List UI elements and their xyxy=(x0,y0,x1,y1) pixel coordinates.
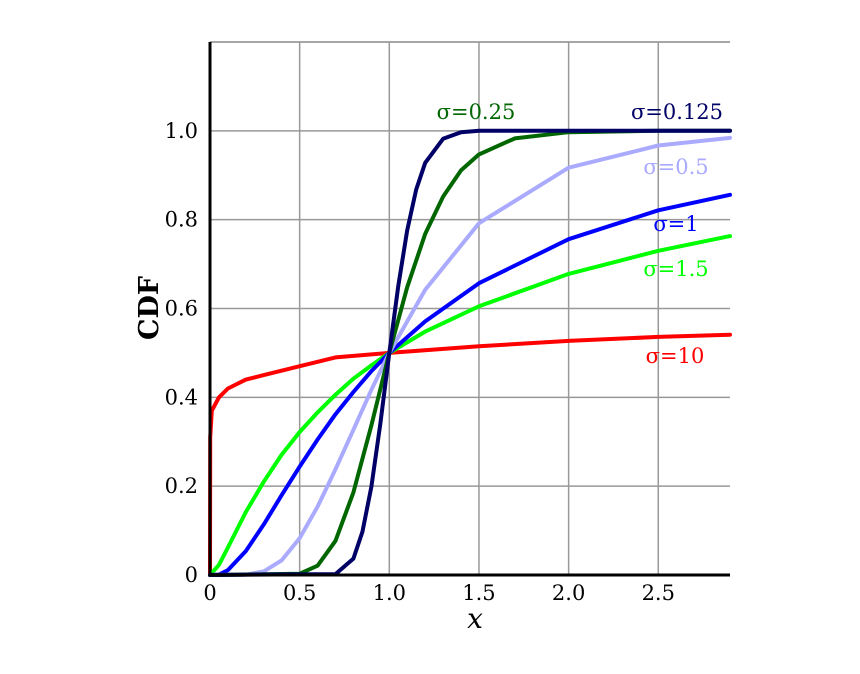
series-label-2: σ=1 xyxy=(653,212,698,236)
y-axis-title: CDF xyxy=(134,276,165,340)
y-tick-label: 0.2 xyxy=(165,474,198,498)
x-tick-label: 2.0 xyxy=(552,581,585,605)
series-line-4 xyxy=(208,128,732,577)
x-tick-label: 1.5 xyxy=(462,581,495,605)
series-line-2 xyxy=(208,192,732,577)
series-label-3: σ=0.5 xyxy=(643,155,708,179)
series-line-0 xyxy=(208,332,732,577)
series-label-5: σ=0.125 xyxy=(631,100,723,124)
series-line-5 xyxy=(208,128,732,577)
series-label-4: σ=0.25 xyxy=(437,100,516,124)
x-tick-label: 0.5 xyxy=(283,581,316,605)
x-tick-label: 0 xyxy=(203,581,216,605)
series-line-1 xyxy=(208,234,732,577)
tick-labels: 0 0.2 0.4 0.6 0.8 1.0 0 0.5 1.0 1.5 2.0 2.5 xyxy=(165,119,675,605)
series-line-3 xyxy=(208,135,732,577)
y-tick-label: 0.6 xyxy=(165,297,198,321)
axes xyxy=(208,42,730,577)
series-label-1: σ=1.5 xyxy=(643,257,708,281)
x-axis-title: x xyxy=(467,602,483,635)
y-tick-label: 0.4 xyxy=(165,385,198,409)
series-label-0: σ=10 xyxy=(646,344,705,368)
y-tick-label: 1.0 xyxy=(165,119,198,143)
y-tick-label: 0 xyxy=(185,563,198,587)
x-tick-label: 1.0 xyxy=(373,581,406,605)
series-labels: σ=10 σ=1.5 σ=1 σ=0.5 σ=0.25 σ=0.125 xyxy=(437,100,723,368)
x-tick-label: 2.5 xyxy=(642,581,675,605)
y-tick-label: 0.8 xyxy=(165,208,198,232)
series-lines xyxy=(208,128,732,577)
